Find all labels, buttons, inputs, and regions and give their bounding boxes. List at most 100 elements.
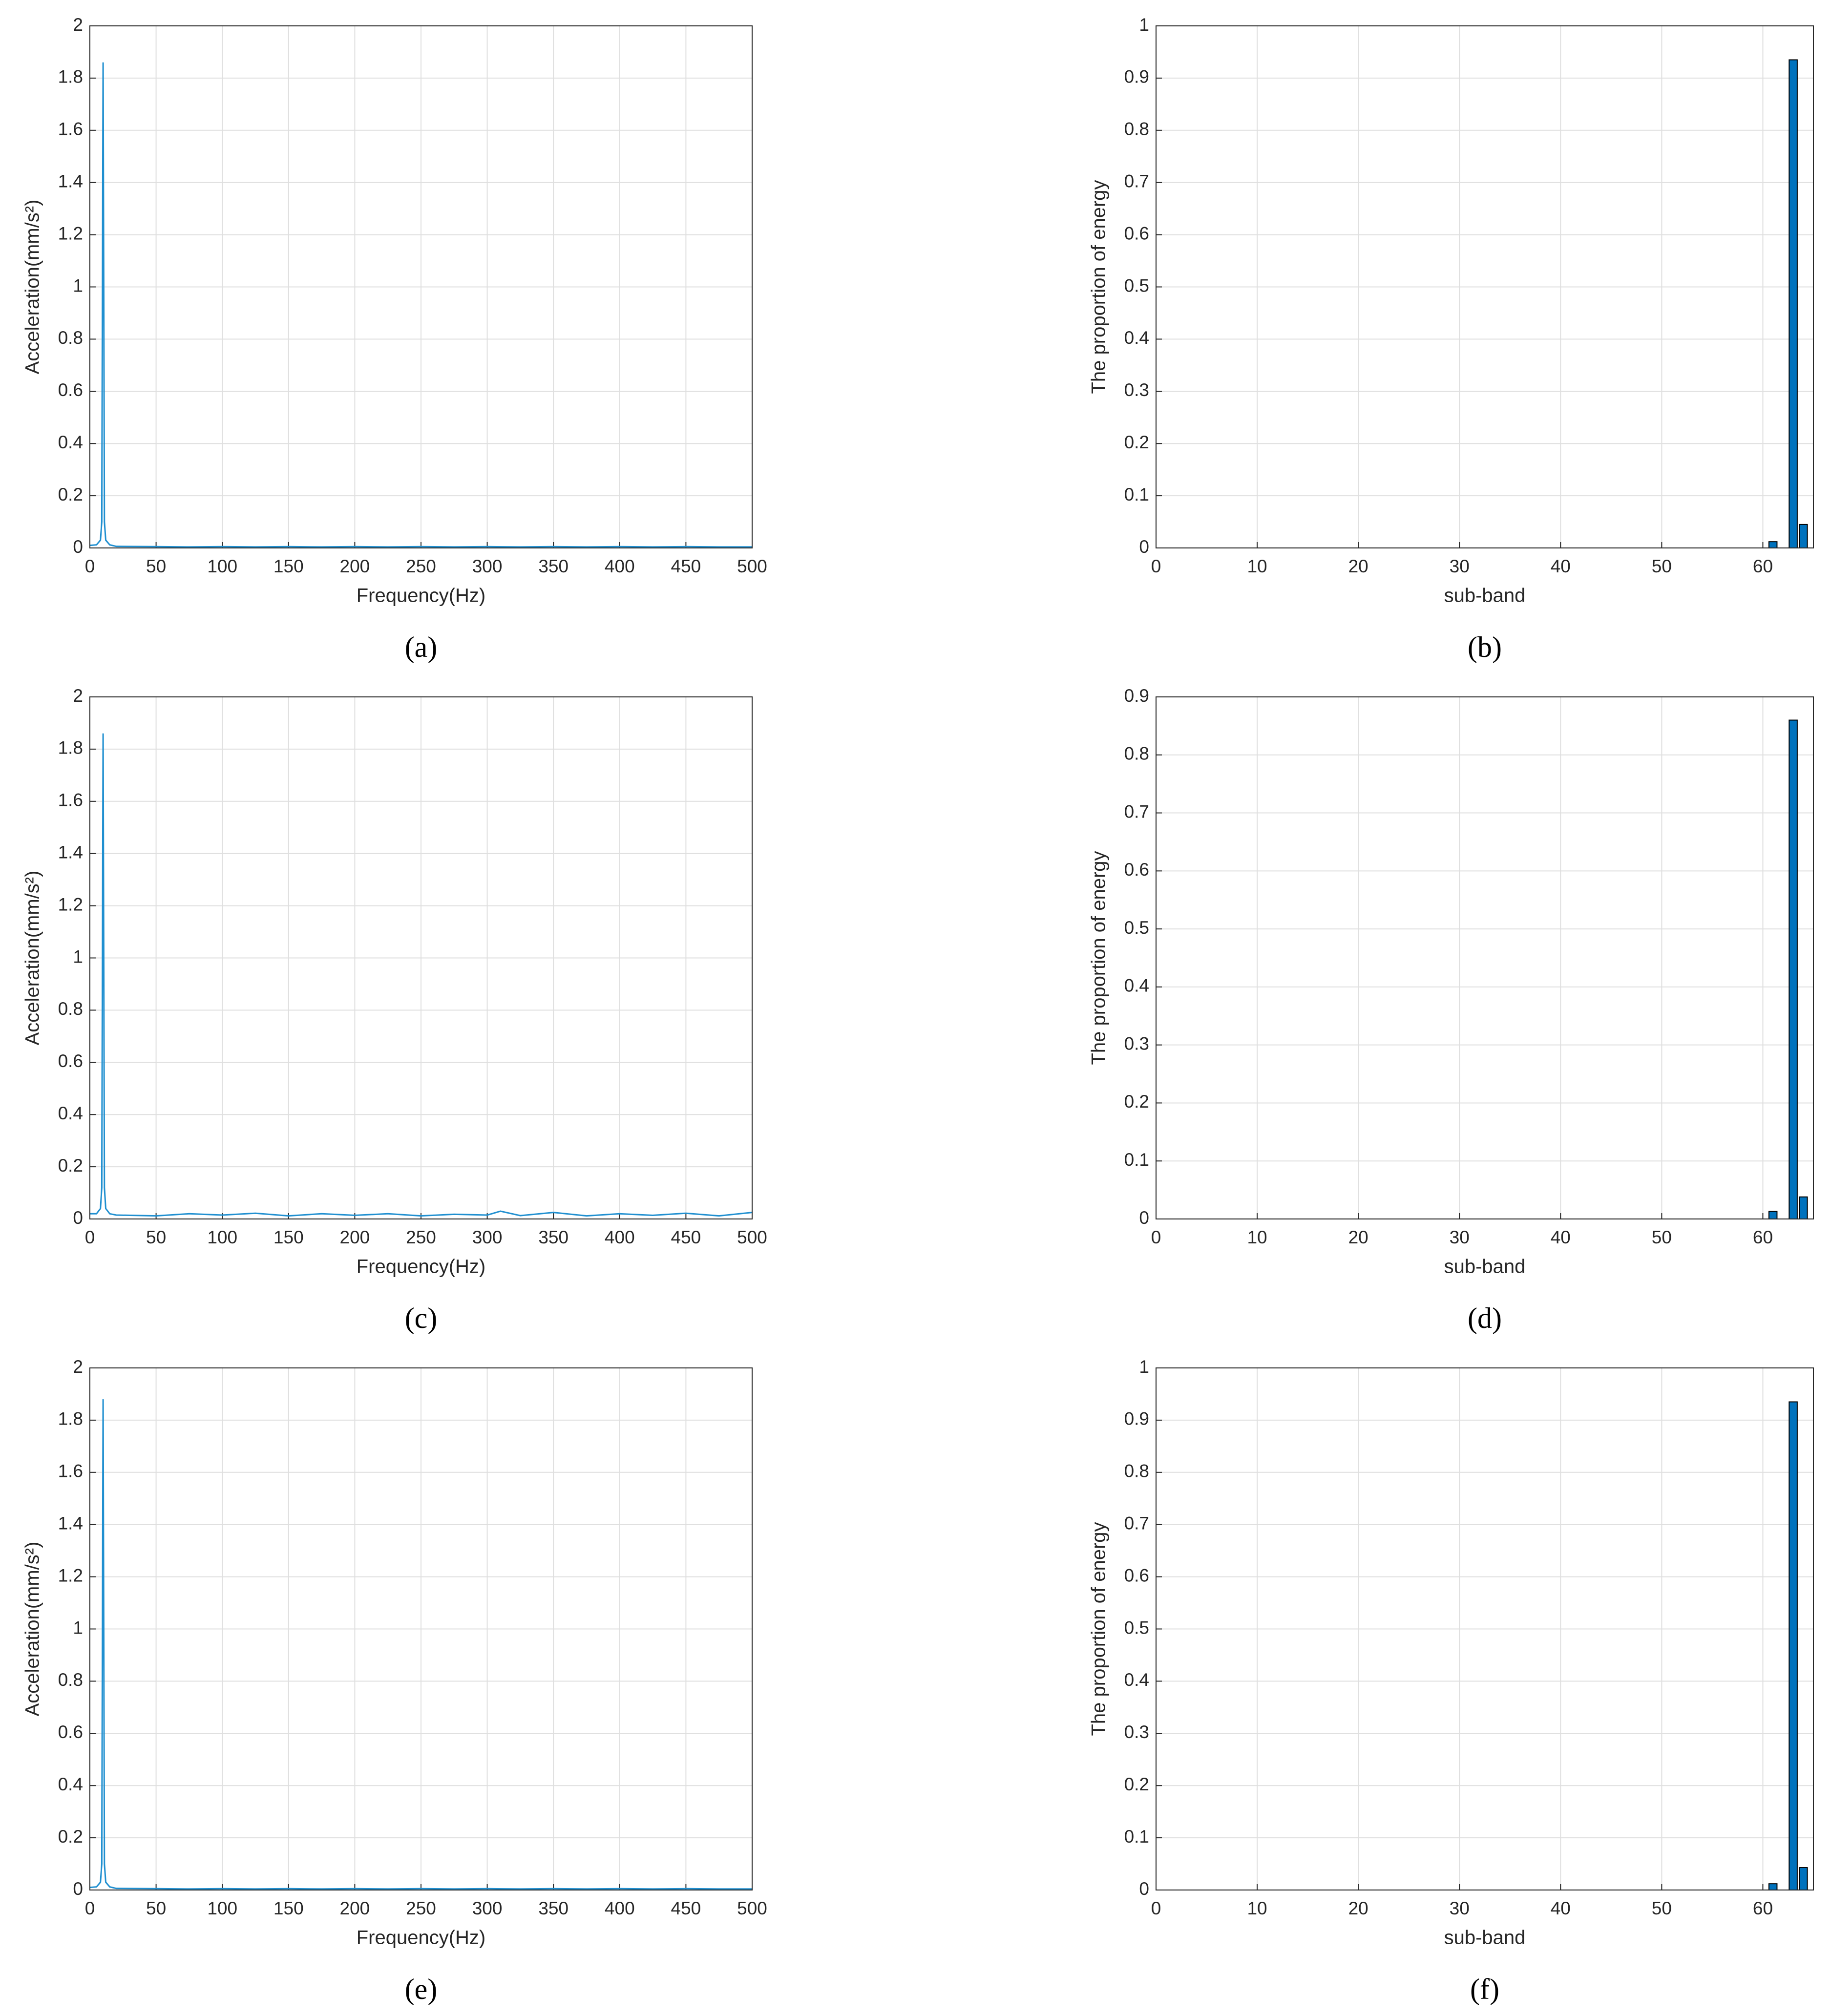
y-tick-label: 0.4 bbox=[1124, 976, 1149, 996]
y-tick-label: 1 bbox=[73, 1617, 83, 1638]
axes-frame bbox=[89, 1367, 753, 1890]
y-axis-label: The proportion of energy bbox=[1088, 851, 1110, 1065]
x-tick-label: 150 bbox=[274, 1227, 304, 1247]
y-tick-label: 0 bbox=[73, 537, 83, 557]
bar bbox=[1799, 1196, 1808, 1220]
panel-label: (d) bbox=[1468, 1302, 1502, 1334]
x-tick-label: 300 bbox=[472, 556, 503, 576]
x-tick-label: 150 bbox=[274, 556, 304, 576]
axes-frame bbox=[1156, 696, 1814, 1219]
y-tick-label: 0.1 bbox=[1124, 484, 1149, 504]
panel-label: (a) bbox=[405, 631, 438, 663]
x-tick-label: 100 bbox=[207, 556, 237, 576]
y-tick-label: 0.2 bbox=[58, 484, 83, 504]
spectrum-line bbox=[89, 62, 752, 548]
y-tick-label: 0 bbox=[73, 1208, 83, 1228]
x-tick-label: 30 bbox=[1450, 1898, 1470, 1918]
x-tick-label: 10 bbox=[1247, 1898, 1267, 1918]
panel-label: (c) bbox=[405, 1302, 438, 1334]
x-tick-label: 30 bbox=[1450, 1227, 1470, 1247]
x-tick-label: 400 bbox=[605, 556, 635, 576]
bar bbox=[1768, 1211, 1778, 1219]
y-tick-label: 1.4 bbox=[58, 1513, 83, 1533]
x-tick-label: 350 bbox=[538, 1227, 568, 1247]
x-tick-label: 400 bbox=[605, 1898, 635, 1918]
axes-frame bbox=[1156, 1367, 1814, 1890]
x-tick-label: 50 bbox=[146, 556, 166, 576]
x-tick-label: 20 bbox=[1348, 1898, 1368, 1918]
y-axis-label: The proportion of energy bbox=[1088, 180, 1110, 394]
y-tick-label: 0.4 bbox=[58, 432, 83, 452]
y-tick-label: 2 bbox=[73, 15, 83, 35]
x-tick-label: 30 bbox=[1450, 556, 1470, 576]
y-tick-label: 1 bbox=[73, 275, 83, 295]
axes-frame bbox=[89, 696, 753, 1219]
spectrum-line bbox=[89, 1399, 752, 1890]
x-tick-label: 40 bbox=[1551, 1227, 1571, 1247]
y-tick-label: 0.7 bbox=[1124, 801, 1149, 821]
y-tick-label: 1.6 bbox=[58, 119, 83, 139]
y-tick-label: 0.2 bbox=[1124, 1092, 1149, 1112]
x-tick-label: 50 bbox=[1652, 556, 1672, 576]
y-tick-label: 0.8 bbox=[58, 328, 83, 348]
x-tick-label: 50 bbox=[146, 1227, 166, 1247]
y-tick-label: 0.9 bbox=[1124, 67, 1149, 87]
x-tick-label: 0 bbox=[85, 1898, 95, 1918]
x-tick-label: 150 bbox=[274, 1898, 304, 1918]
x-tick-label: 500 bbox=[737, 1898, 767, 1918]
x-tick-label: 10 bbox=[1247, 1227, 1267, 1247]
y-axis-label: Acceleration(mm/s²) bbox=[22, 200, 43, 375]
x-tick-label: 450 bbox=[671, 556, 701, 576]
y-tick-label: 0.5 bbox=[1124, 1617, 1149, 1638]
y-axis-label: Acceleration(mm/s²) bbox=[22, 871, 43, 1046]
x-tick-label: 450 bbox=[671, 1898, 701, 1918]
x-tick-label: 200 bbox=[340, 1227, 370, 1247]
y-tick-label: 1.8 bbox=[58, 1409, 83, 1429]
y-tick-label: 0.2 bbox=[58, 1155, 83, 1176]
y-tick-label: 0.3 bbox=[1124, 1722, 1149, 1742]
x-tick-label: 400 bbox=[605, 1227, 635, 1247]
y-tick-label: 0.6 bbox=[1124, 860, 1149, 880]
y-tick-label: 1.2 bbox=[58, 1565, 83, 1585]
y-tick-label: 0.4 bbox=[58, 1774, 83, 1794]
x-tick-label: 60 bbox=[1753, 1898, 1773, 1918]
x-tick-label: 100 bbox=[207, 1898, 237, 1918]
y-tick-label: 0.6 bbox=[58, 1722, 83, 1742]
x-tick-label: 300 bbox=[472, 1227, 503, 1247]
x-tick-label: 250 bbox=[406, 1227, 436, 1247]
y-tick-label: 0.8 bbox=[58, 1670, 83, 1690]
y-tick-label: 0 bbox=[1139, 1208, 1149, 1228]
bar bbox=[1789, 1401, 1798, 1891]
x-tick-label: 250 bbox=[406, 1898, 436, 1918]
x-tick-label: 500 bbox=[737, 556, 767, 576]
y-tick-label: 1 bbox=[73, 946, 83, 966]
y-tick-label: 1.6 bbox=[58, 790, 83, 810]
x-tick-label: 60 bbox=[1753, 556, 1773, 576]
x-tick-label: 40 bbox=[1551, 1898, 1571, 1918]
y-tick-label: 2 bbox=[73, 686, 83, 706]
x-axis-label: sub-band bbox=[1444, 1256, 1526, 1278]
bar bbox=[1789, 59, 1798, 549]
x-tick-label: 20 bbox=[1348, 1227, 1368, 1247]
x-axis-label: Frequency(Hz) bbox=[357, 1256, 486, 1278]
y-tick-label: 0 bbox=[1139, 1879, 1149, 1899]
y-tick-label: 0.9 bbox=[1124, 1409, 1149, 1429]
spectrum-line bbox=[90, 733, 753, 1217]
panel-label: (f) bbox=[1470, 1973, 1499, 2005]
x-tick-label: 50 bbox=[1652, 1898, 1672, 1918]
y-tick-label: 0.1 bbox=[1124, 1827, 1149, 1847]
x-tick-label: 0 bbox=[1151, 1227, 1161, 1247]
y-tick-label: 0.8 bbox=[1124, 744, 1149, 764]
x-tick-label: 250 bbox=[406, 556, 436, 576]
y-tick-label: 1.2 bbox=[58, 223, 83, 243]
x-tick-label: 200 bbox=[340, 556, 370, 576]
y-tick-label: 0.5 bbox=[1124, 918, 1149, 938]
y-tick-label: 1.2 bbox=[58, 894, 83, 914]
bar bbox=[1789, 719, 1798, 1219]
y-tick-label: 0.2 bbox=[1124, 432, 1149, 452]
y-tick-label: 1 bbox=[1139, 15, 1149, 35]
bar bbox=[1768, 541, 1778, 548]
x-axis-label: Frequency(Hz) bbox=[357, 585, 486, 607]
x-tick-label: 50 bbox=[1652, 1227, 1672, 1247]
